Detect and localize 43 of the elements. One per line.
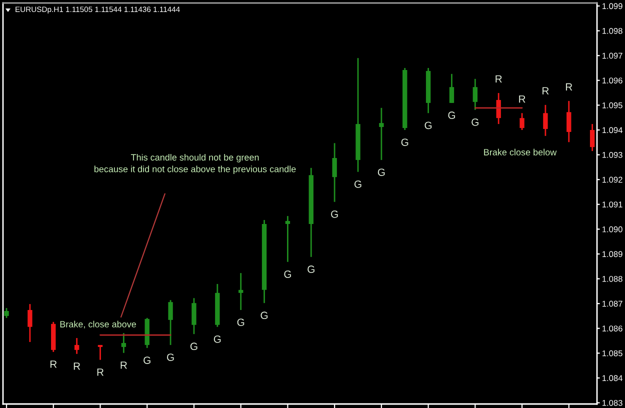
text: R [120, 362, 127, 369]
text: G [260, 312, 268, 320]
y-tick-label: 1.096 [602, 78, 622, 84]
y-tick-label: 1.098 [602, 28, 622, 34]
y-tick-label: 1.084 [602, 375, 622, 382]
annotation: Brake, close above [60, 320, 136, 328]
y-tick-label: 1.088 [602, 276, 622, 282]
text: G [237, 318, 244, 326]
text: G [448, 112, 455, 119]
y-tick-label: 1.092 [602, 176, 622, 183]
text: G [401, 138, 408, 146]
text: G [472, 118, 478, 126]
text: G [308, 266, 314, 273]
text: R [74, 362, 80, 370]
text: R [519, 95, 526, 103]
text: G [378, 168, 385, 176]
text: R [542, 87, 549, 94]
y-tick-label: 1.083 [602, 400, 622, 406]
y-tick-label: 1.097 [602, 52, 622, 59]
text: G [331, 210, 338, 218]
text: G [424, 122, 432, 130]
y-tick-label: 1.093 [602, 152, 622, 158]
text: R [566, 83, 572, 90]
y-tick-label: 1.099 [602, 3, 622, 10]
y-tick-label: 1.095 [602, 102, 622, 108]
text: R [50, 360, 57, 368]
y-tick-label: 1.086 [602, 326, 622, 332]
y-tick-label: 1.089 [602, 251, 622, 258]
text: R [97, 368, 104, 376]
y-tick-label: 1.094 [602, 127, 622, 134]
text: G [284, 270, 291, 278]
text: G [167, 354, 174, 361]
y-tick-label: 1.087 [602, 300, 622, 307]
annotation: Brake close below [484, 148, 557, 156]
text: G [144, 356, 150, 364]
text: G [190, 342, 198, 350]
text: G [354, 180, 362, 188]
y-tick-label: 1.091 [602, 202, 622, 208]
text: R [496, 75, 502, 83]
y-tick-label: 1.090 [602, 226, 622, 232]
y-tick-label: 1.085 [602, 350, 622, 356]
annotation: This candle should not be green because it did not close above the previous candle [94, 154, 296, 174]
text: G [214, 335, 221, 343]
